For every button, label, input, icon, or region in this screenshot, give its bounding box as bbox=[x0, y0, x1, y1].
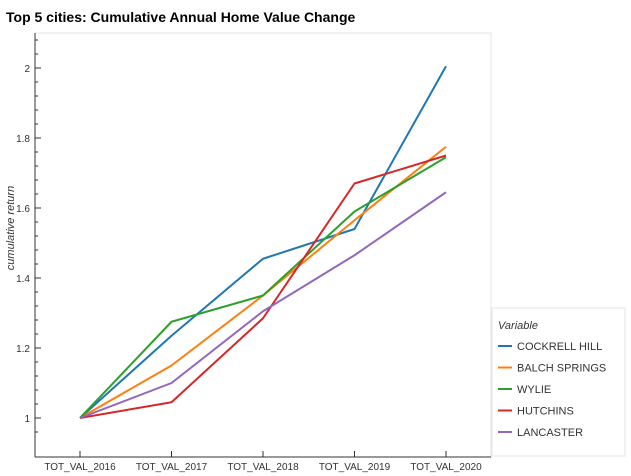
series-line-wylie bbox=[79, 156, 447, 419]
series-line-hutchins bbox=[79, 154, 447, 419]
series-line-lancaster bbox=[79, 191, 447, 419]
y-tick-label: 1.2 bbox=[16, 344, 30, 355]
legend-label-hutchins: HUTCHINS bbox=[517, 406, 574, 418]
legend: Variable COCKRELL HILL BALCH SPRINGS WYLIE… bbox=[491, 307, 626, 457]
legend-label-cockrell-hill: COCKRELL HILL bbox=[517, 341, 602, 353]
legend-label-wylie: WYLIE bbox=[517, 384, 551, 396]
series-line-balch-springs bbox=[79, 145, 447, 419]
y-tick-label: 1.6 bbox=[16, 204, 30, 215]
chart-title: Top 5 cities: Cumulative Annual Home Val… bbox=[6, 9, 356, 25]
y-tick-label: 1.4 bbox=[16, 274, 30, 285]
y-tick-label: 2 bbox=[24, 64, 30, 75]
x-tick-label: TOT_VAL_2019 bbox=[319, 462, 391, 473]
legend-box bbox=[491, 307, 626, 457]
legend-label-balch-springs: BALCH SPRINGS bbox=[517, 363, 606, 375]
y-axis-label: cumulative return bbox=[5, 186, 17, 270]
legend-label-lancaster: LANCASTER bbox=[517, 427, 583, 439]
series-line-cockrell-hill bbox=[79, 65, 447, 419]
x-tick-label: TOT_VAL_2018 bbox=[227, 462, 299, 473]
legend-title: Variable bbox=[498, 320, 538, 332]
y-tick-label: 1 bbox=[24, 414, 30, 425]
y-axis: 1 1.2 1.4 1.6 1.8 2 bbox=[16, 33, 41, 457]
x-axis: TOT_VAL_2016 TOT_VAL_2017 TOT_VAL_2018 TOT_… bbox=[35, 451, 491, 473]
y-tick-label: 1.8 bbox=[16, 134, 30, 145]
x-tick-label: TOT_VAL_2020 bbox=[410, 462, 482, 473]
series-group bbox=[79, 65, 447, 419]
x-tick-label: TOT_VAL_2016 bbox=[44, 462, 116, 473]
x-tick-label: TOT_VAL_2017 bbox=[136, 462, 208, 473]
